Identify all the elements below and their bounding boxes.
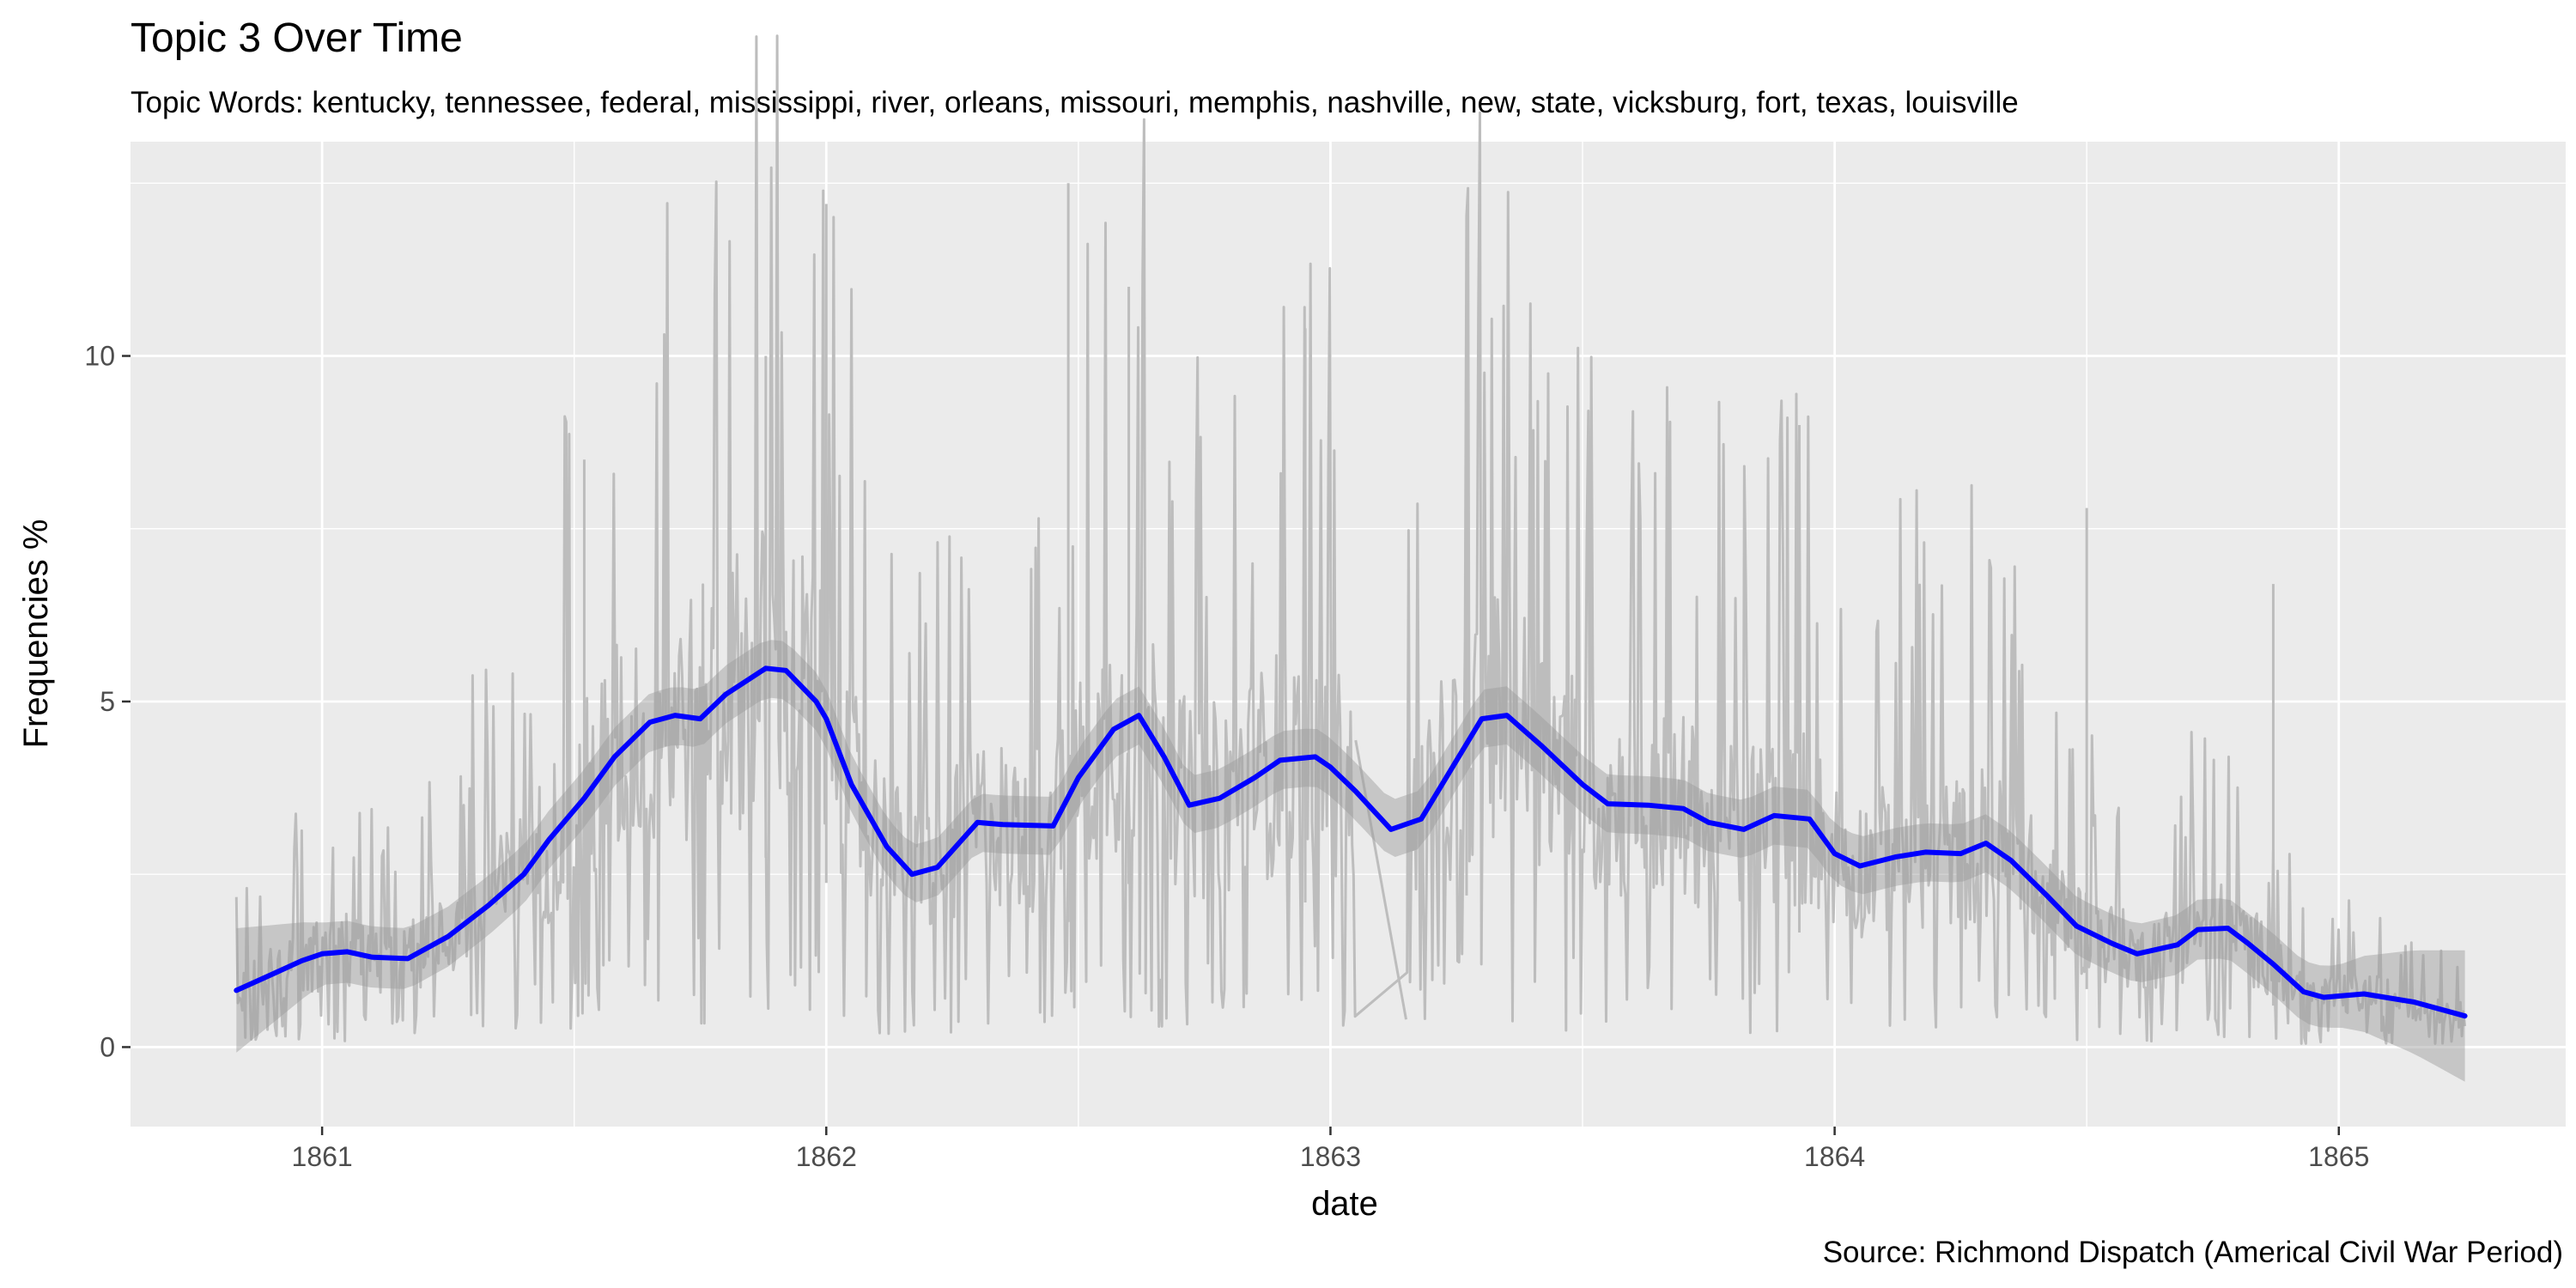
x-tick-label: 1864 bbox=[1804, 1141, 1865, 1172]
source-caption: Source: Richmond Dispatch (Americal Civi… bbox=[1823, 1236, 2563, 1269]
x-tick-label: 1863 bbox=[1300, 1141, 1361, 1172]
major-gridlines bbox=[131, 142, 2566, 1127]
x-tick-label: 1865 bbox=[2308, 1141, 2369, 1172]
y-tick-label: 0 bbox=[100, 1031, 115, 1062]
confidence-ribbon bbox=[236, 640, 2465, 1082]
x-tick-label: 1861 bbox=[292, 1141, 353, 1172]
smoothed-trend-line bbox=[234, 665, 2468, 1019]
x-axis-title: date bbox=[1311, 1185, 1378, 1223]
y-axis-title: Frequencies % bbox=[17, 519, 55, 749]
y-tick-label: 10 bbox=[84, 341, 115, 372]
raw-gap-connector bbox=[1354, 739, 1407, 1020]
x-axis: 1861 1862 1863 1864 1865 bbox=[292, 1127, 2369, 1172]
plot-panel bbox=[131, 142, 2566, 1127]
x-tick-label: 1862 bbox=[796, 1141, 857, 1172]
chart-title: Topic 3 Over Time bbox=[131, 15, 463, 61]
y-axis: 0 5 10 bbox=[84, 341, 131, 1062]
confidence-ribbon-group bbox=[236, 640, 2465, 1082]
y-tick-label: 5 bbox=[100, 686, 115, 717]
smoothed-trend-group bbox=[234, 665, 2468, 1019]
chart-subtitle: Topic Words: kentucky, tennessee, federa… bbox=[131, 86, 2019, 119]
